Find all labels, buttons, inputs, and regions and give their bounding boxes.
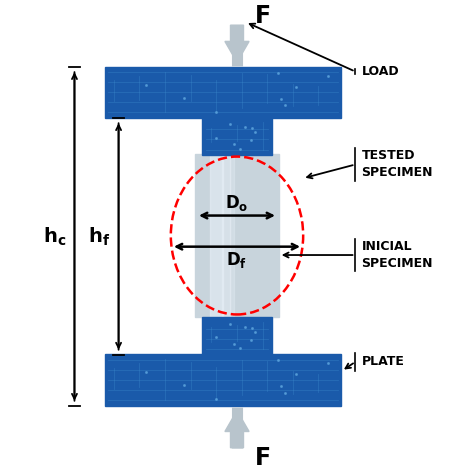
Bar <box>229 154 234 317</box>
Text: $\bf{D_o}$: $\bf{D_o}$ <box>225 193 249 213</box>
Text: $\bf{h_f}$: $\bf{h_f}$ <box>88 225 110 247</box>
Text: TESTED
SPECIMEN: TESTED SPECIMEN <box>362 149 433 180</box>
Text: F: F <box>255 447 271 470</box>
Text: $\bf{h_c}$: $\bf{h_c}$ <box>43 225 66 247</box>
Bar <box>202 117 272 155</box>
Text: F: F <box>255 4 271 28</box>
Bar <box>222 154 230 317</box>
Text: LOAD: LOAD <box>362 65 399 78</box>
Bar <box>105 67 341 118</box>
Bar <box>105 354 341 406</box>
Text: $\bf{D_f}$: $\bf{D_f}$ <box>227 250 247 270</box>
Bar <box>210 154 223 317</box>
FancyArrow shape <box>225 25 249 62</box>
Text: INICIAL
SPECIMEN: INICIAL SPECIMEN <box>362 240 433 270</box>
FancyArrow shape <box>225 410 249 448</box>
Bar <box>202 317 272 355</box>
Bar <box>195 154 279 317</box>
Text: PLATE: PLATE <box>362 356 404 368</box>
